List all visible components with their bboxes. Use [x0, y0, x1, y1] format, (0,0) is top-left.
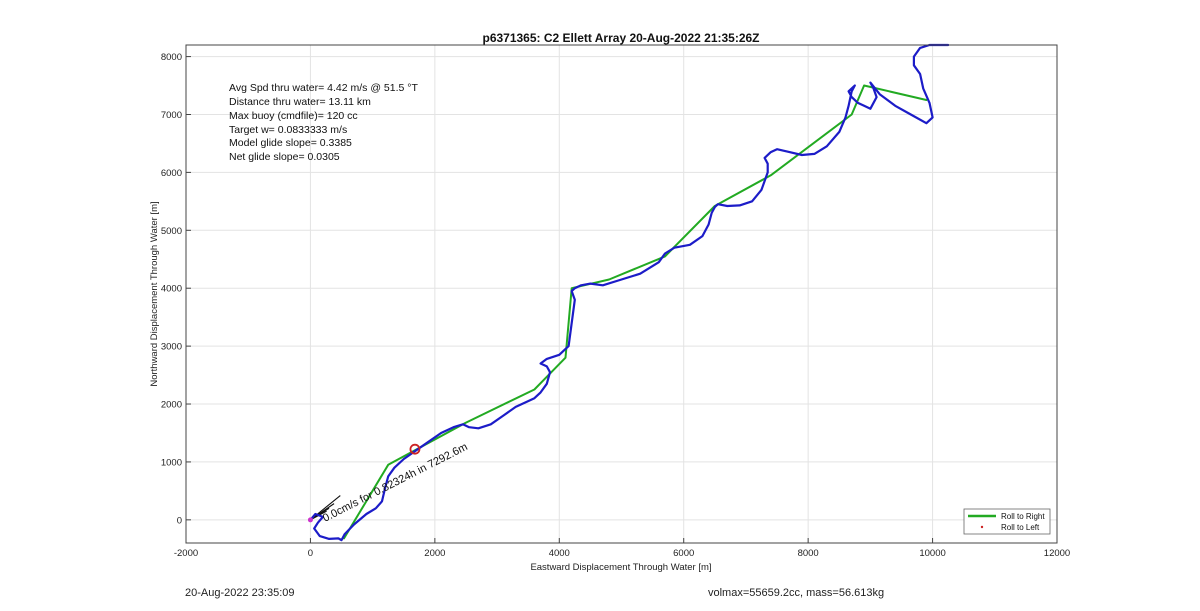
annotation-target-w: Target w= 0.0833333 m/s [229, 124, 347, 136]
y-tick-label: 5000 [161, 226, 182, 237]
footer-vol-mass: volmax=55659.2cc, mass=56.613kg [708, 587, 885, 599]
series-line-0 [343, 84, 928, 540]
y-tick-label: 7000 [161, 110, 182, 121]
annotation-net-glide: Net glide slope= 0.0305 [229, 151, 340, 163]
position-marker [409, 443, 421, 455]
current-label: 0.0cm/s for 0.82324h in 7292.6m [321, 441, 470, 525]
annotation-model-glide: Model glide slope= 0.3385 [229, 137, 352, 149]
y-axis-label: Northward Displacement Through Water [m] [149, 201, 160, 386]
x-tick-label: 8000 [798, 548, 819, 559]
start-point [307, 517, 313, 523]
legend-box [963, 508, 1051, 535]
x-tick-label: 12000 [1044, 548, 1070, 559]
grid [185, 45, 1058, 543]
chart-title: p6371365: C2 Ellett Array 20-Aug-2022 21… [482, 31, 759, 45]
legend-roll-left-label: Roll to Left [1001, 523, 1040, 532]
annotation-avg-speed: Avg Spd thru water= 4.42 m/s @ 51.5 °T [229, 82, 418, 94]
x-axis-label: Eastward Displacement Through Water [m] [530, 562, 711, 573]
footer-timestamp: 20-Aug-2022 23:35:09 [185, 587, 295, 599]
y-tick-label: 1000 [161, 457, 182, 468]
series-layer [307, 43, 950, 542]
legend-roll-left-swatch [980, 525, 984, 529]
annotation-max-buoy: Max buoy (cmdfile)= 120 cc [229, 110, 358, 122]
x-tick-label: -2000 [174, 548, 198, 559]
plot-area-frame [185, 44, 1058, 544]
x-tick-label: 10000 [919, 548, 945, 559]
series-line-2 [309, 43, 950, 542]
x-tick-label: 0 [308, 548, 313, 559]
x-tick-label: 2000 [424, 548, 445, 559]
y-tick-label: 3000 [161, 342, 182, 353]
y-tick-label: 0 [177, 515, 182, 526]
axis-ticks: -2000 0 2000 4000 6000 8000 10000 12000 0 1000 200… [161, 52, 1070, 559]
y-tick-label: 6000 [161, 168, 182, 179]
legend-roll-right-label: Roll to Right [1001, 512, 1045, 521]
y-tick-label: 8000 [161, 52, 182, 63]
y-tick-label: 4000 [161, 284, 182, 295]
legend: Roll to Right Roll to Left [963, 508, 1051, 535]
annotation-distance: Distance thru water= 13.11 km [229, 96, 371, 108]
x-tick-label: 4000 [549, 548, 570, 559]
y-tick-label: 2000 [161, 400, 182, 411]
x-tick-label: 6000 [673, 548, 694, 559]
stats-annotations: Avg Spd thru water= 4.42 m/s @ 51.5 °T D… [229, 82, 418, 163]
